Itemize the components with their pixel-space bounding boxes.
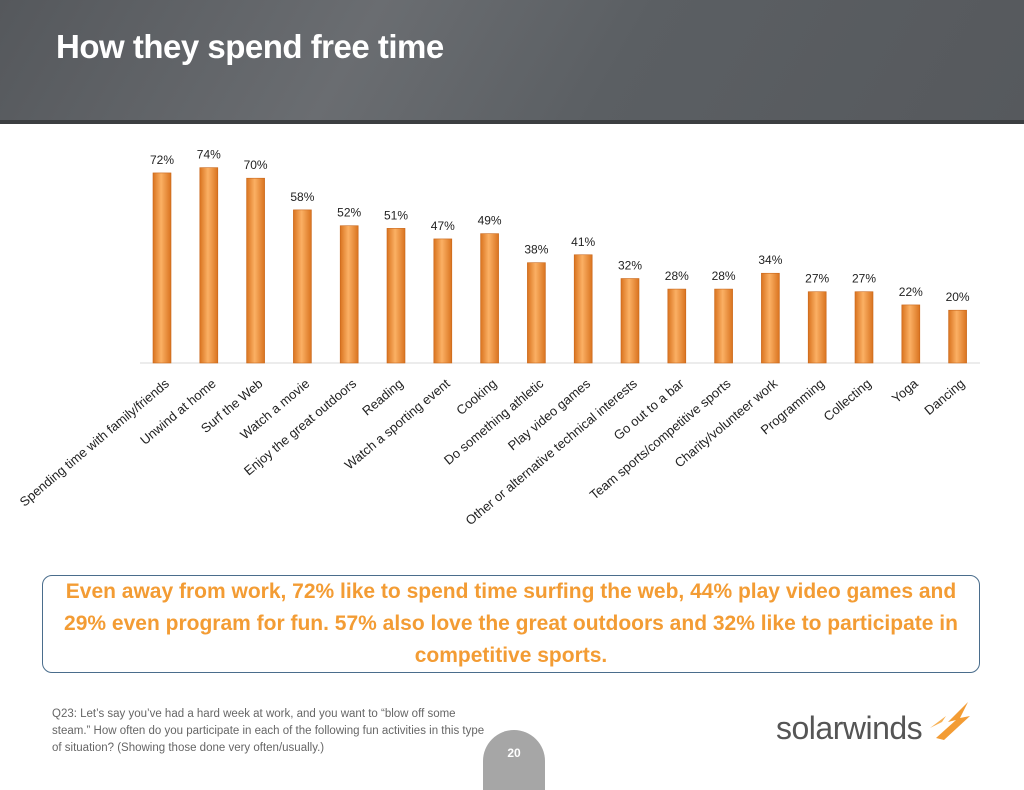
bar (667, 288, 687, 364)
bar (854, 291, 874, 364)
data-label: 28% (665, 269, 689, 283)
category-label: Yoga (889, 375, 922, 406)
bar (901, 304, 921, 364)
bar (339, 225, 359, 364)
category-label: Collecting (821, 376, 874, 424)
logo-text: solarwinds (776, 710, 923, 746)
data-label: 47% (431, 219, 455, 233)
data-label: 22% (899, 285, 923, 299)
bar (480, 233, 499, 364)
data-label: 74% (197, 148, 221, 162)
bar (948, 309, 967, 364)
flame-icon (930, 702, 970, 740)
data-label: 32% (618, 259, 642, 273)
slide-title: How they spend free time (56, 28, 444, 65)
category-label: Play video games (505, 375, 594, 453)
bar (527, 262, 546, 364)
data-label: 34% (758, 253, 782, 267)
footnote: Q23: Let’s say you’ve had a hard week at… (52, 708, 485, 754)
category-label: Other or alternative technical interests (463, 375, 641, 528)
data-label: 58% (290, 190, 314, 204)
bar (293, 209, 312, 364)
data-label: 51% (384, 208, 408, 222)
data-label: 20% (946, 290, 970, 304)
data-label: 41% (571, 235, 595, 249)
data-label: 27% (805, 272, 829, 286)
data-label: 38% (524, 243, 548, 257)
title-banner: How they spend free time (0, 0, 1024, 124)
bar (714, 288, 733, 364)
bar (807, 291, 827, 364)
category-label: Dancing (921, 376, 967, 418)
bar (573, 254, 593, 364)
page-number: 20 (483, 730, 545, 790)
bar (152, 172, 172, 364)
bar (246, 177, 265, 364)
bar (433, 238, 453, 364)
data-label: 49% (478, 214, 502, 228)
bar (620, 278, 640, 364)
data-label: 70% (244, 158, 268, 172)
callout-text: Even away from work, 72% like to spend t… (64, 580, 958, 667)
bar-chart: 72%Spending time with family/friends74%U… (17, 148, 980, 528)
data-label: 28% (712, 269, 736, 283)
bar (386, 228, 406, 364)
bar (761, 272, 780, 364)
callout-box: Even away from work, 72% like to spend t… (42, 575, 980, 673)
data-label: 52% (337, 206, 361, 220)
data-label: 27% (852, 272, 876, 286)
bar (199, 167, 219, 364)
solarwinds-logo: solarwinds (776, 700, 976, 750)
data-label: 72% (150, 153, 174, 167)
